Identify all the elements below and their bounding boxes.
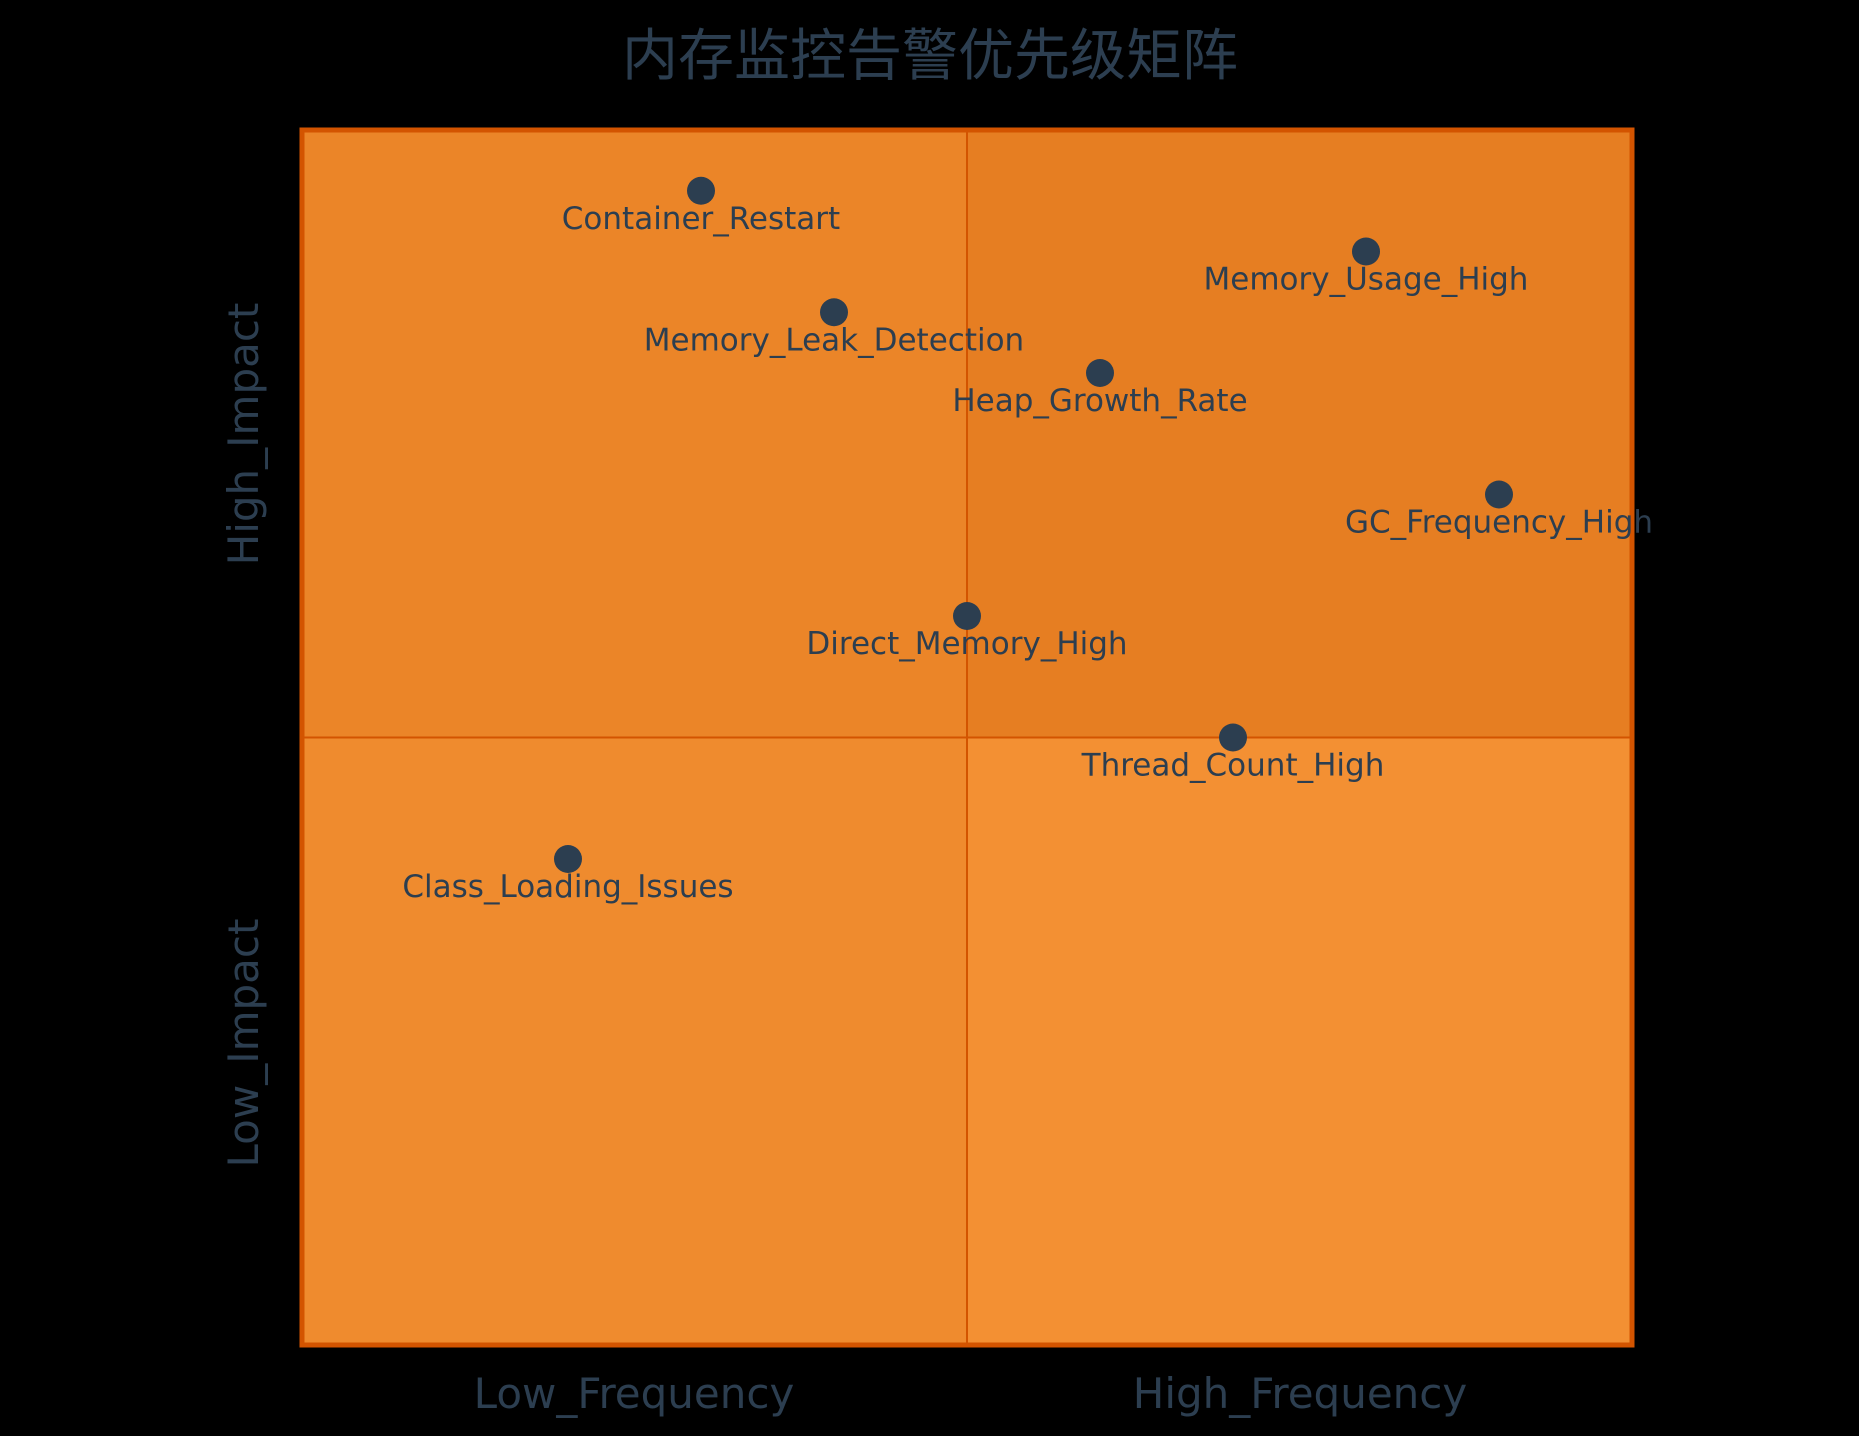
data-point[interactable] — [687, 176, 715, 205]
chart-title: 内存监控告警优先级矩阵 — [622, 24, 1238, 89]
data-point[interactable] — [1086, 359, 1114, 387]
data-point[interactable] — [1485, 480, 1513, 509]
point-label: GC_Frequency_High — [1345, 505, 1653, 541]
x-axis-left-label: Low_Frequency — [474, 1369, 795, 1418]
data-point[interactable] — [953, 602, 981, 630]
point-label: Memory_Leak_Detection — [644, 322, 1024, 358]
y-axis-top-label: High_Impact — [219, 303, 268, 566]
quadrant-bottom-right — [967, 737, 1632, 1345]
data-points: Memory_Usage_High GC_Frequency_High Heap_G… — [402, 176, 1653, 905]
quadrant-top-right — [967, 130, 1632, 738]
point-label: Container_Restart — [562, 201, 840, 237]
point-label: Direct_Memory_High — [806, 626, 1127, 662]
y-axis-bottom-label: Low_Impact — [219, 919, 268, 1168]
x-axis-right-label: High_Frequency — [1133, 1369, 1468, 1418]
data-point[interactable] — [820, 298, 848, 327]
quadrant-bottom-left — [302, 737, 967, 1345]
data-point[interactable] — [1219, 723, 1247, 752]
data-point[interactable] — [554, 845, 582, 873]
point-label: Memory_Usage_High — [1204, 262, 1529, 298]
data-point[interactable] — [1352, 237, 1380, 266]
quadrant-top-left — [302, 130, 967, 738]
point-label: Heap_Growth_Rate — [952, 383, 1247, 419]
point-label: Class_Loading_Issues — [402, 869, 733, 905]
point-label: Thread_Count_High — [1081, 748, 1385, 784]
plot-border — [299, 127, 1635, 1348]
